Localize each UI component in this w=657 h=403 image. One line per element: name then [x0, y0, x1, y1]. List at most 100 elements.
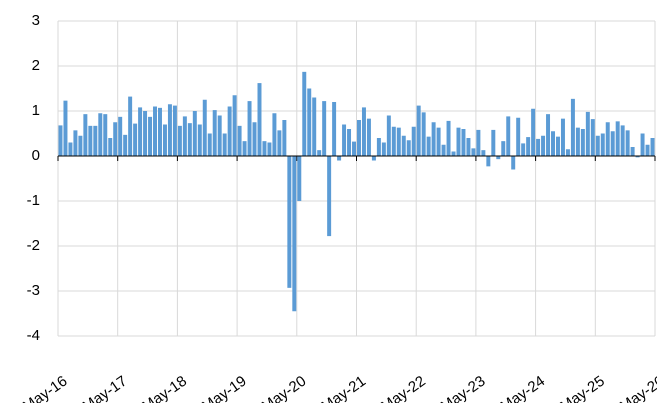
bar	[565, 149, 570, 156]
bar	[381, 142, 386, 156]
bar	[610, 131, 615, 156]
bar	[640, 133, 645, 156]
bar	[436, 127, 441, 156]
bar	[511, 156, 516, 170]
bar	[83, 114, 88, 156]
bar	[551, 131, 556, 156]
bar	[491, 129, 496, 156]
x-tick-label: May-24	[497, 373, 548, 403]
bar	[605, 122, 610, 156]
bar	[635, 156, 640, 158]
bar	[242, 141, 247, 156]
bar	[411, 126, 416, 156]
bar	[192, 111, 197, 156]
bar	[167, 104, 172, 156]
bar	[68, 142, 73, 156]
bar	[332, 102, 337, 156]
bar	[277, 130, 282, 156]
bar	[416, 105, 421, 156]
bar	[227, 106, 232, 156]
y-tick-label: 3	[32, 12, 40, 29]
bar	[456, 127, 461, 156]
x-tick-label: May-19	[199, 373, 250, 403]
bar	[93, 125, 98, 156]
y-tick-label: 0	[32, 147, 40, 164]
bar	[446, 120, 451, 156]
bar	[401, 135, 406, 156]
bar	[615, 121, 620, 156]
bar	[247, 101, 252, 156]
bar	[650, 138, 655, 156]
bar	[406, 140, 411, 156]
bar	[118, 116, 123, 156]
bar	[476, 129, 481, 156]
bar	[113, 122, 118, 156]
bar	[143, 111, 148, 156]
bar	[322, 101, 327, 156]
bar	[217, 115, 222, 156]
bar	[103, 114, 108, 156]
y-tick-label: 1	[32, 102, 40, 119]
bar	[501, 141, 506, 156]
bar	[252, 122, 257, 156]
bar	[426, 136, 431, 156]
bar	[202, 99, 207, 156]
bar	[600, 133, 605, 156]
bar	[172, 105, 177, 156]
bar	[128, 96, 133, 156]
bar	[267, 142, 272, 156]
bar	[366, 118, 371, 156]
bar	[570, 98, 575, 156]
bar	[182, 116, 187, 156]
bar	[312, 97, 317, 156]
x-tick-label: May-23	[438, 373, 489, 403]
bar	[212, 110, 217, 156]
bar	[580, 129, 585, 156]
bar	[232, 95, 237, 156]
y-tick-label: 2	[32, 57, 40, 74]
bar	[371, 156, 376, 161]
bar	[536, 138, 541, 156]
bar	[153, 106, 158, 156]
bar	[63, 100, 68, 156]
bar	[222, 133, 227, 156]
bar	[451, 151, 456, 156]
bar	[272, 113, 277, 156]
bar	[575, 127, 580, 156]
x-tick-label: May-22	[378, 373, 429, 403]
bar	[376, 138, 381, 156]
bar	[347, 129, 352, 156]
bar	[157, 107, 162, 156]
bar	[138, 107, 143, 156]
bar	[73, 130, 78, 156]
bar	[521, 143, 526, 156]
bar	[471, 148, 476, 156]
bar	[302, 71, 307, 156]
bar	[292, 156, 297, 312]
bar	[531, 108, 536, 156]
bar	[506, 116, 511, 156]
bar	[560, 118, 565, 156]
bar	[466, 138, 471, 156]
bar	[342, 124, 347, 156]
bar	[496, 156, 501, 160]
x-tick-label: May-16	[20, 373, 71, 403]
bar	[108, 138, 113, 156]
bar	[88, 125, 93, 156]
bar	[585, 111, 590, 156]
bar	[486, 156, 491, 167]
bar	[421, 112, 426, 156]
bar	[526, 137, 531, 156]
bar	[620, 125, 625, 156]
x-tick-label: May-20	[259, 373, 310, 403]
bar	[282, 120, 287, 156]
x-tick-label: May-17	[80, 373, 131, 403]
bar	[133, 123, 138, 156]
bar	[78, 135, 83, 156]
bar	[541, 135, 546, 156]
x-tick-label: May-18	[139, 373, 190, 403]
bar	[625, 130, 630, 156]
y-tick-label: -2	[27, 237, 40, 254]
bar	[630, 147, 635, 156]
